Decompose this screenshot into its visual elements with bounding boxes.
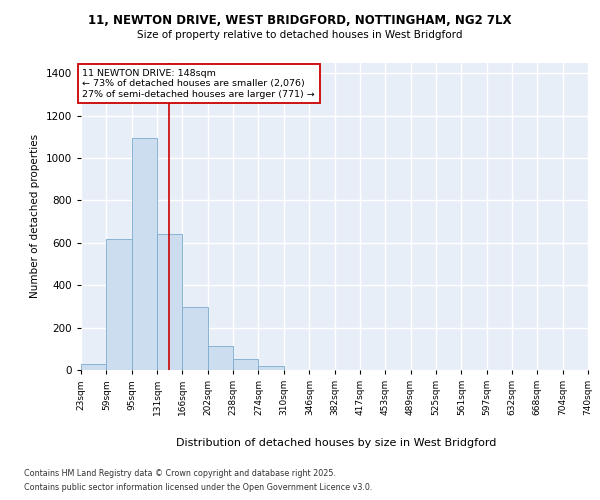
Bar <box>208 346 233 370</box>
Text: 11, NEWTON DRIVE, WEST BRIDGFORD, NOTTINGHAM, NG2 7LX: 11, NEWTON DRIVE, WEST BRIDGFORD, NOTTIN… <box>88 14 512 27</box>
Y-axis label: Number of detached properties: Number of detached properties <box>30 134 40 298</box>
Bar <box>157 234 182 370</box>
Bar <box>132 138 157 370</box>
Text: Size of property relative to detached houses in West Bridgford: Size of property relative to detached ho… <box>137 30 463 40</box>
Text: 11 NEWTON DRIVE: 148sqm
← 73% of detached houses are smaller (2,076)
27% of semi: 11 NEWTON DRIVE: 148sqm ← 73% of detache… <box>82 69 315 98</box>
Text: Contains HM Land Registry data © Crown copyright and database right 2025.: Contains HM Land Registry data © Crown c… <box>24 468 336 477</box>
Bar <box>182 308 208 370</box>
Text: Distribution of detached houses by size in West Bridgford: Distribution of detached houses by size … <box>176 438 496 448</box>
Bar <box>259 366 284 370</box>
Bar <box>233 360 259 370</box>
Text: Contains public sector information licensed under the Open Government Licence v3: Contains public sector information licen… <box>24 484 373 492</box>
Bar <box>106 238 132 370</box>
Bar <box>81 364 106 370</box>
